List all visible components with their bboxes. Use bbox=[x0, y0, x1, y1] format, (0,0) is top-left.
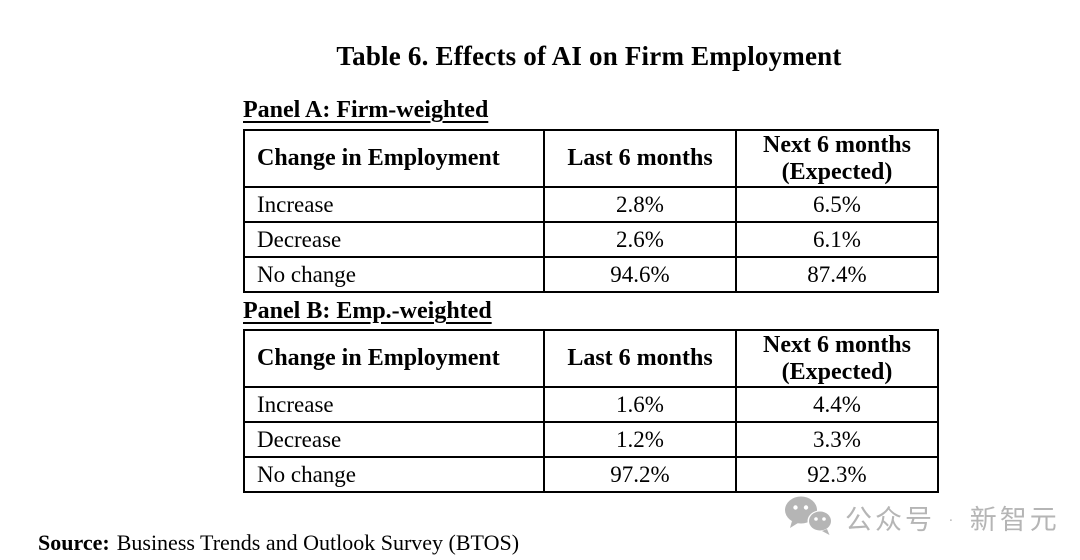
value-cell: 97.2% bbox=[543, 456, 737, 493]
value-cell: 6.1% bbox=[735, 221, 939, 258]
column-header-last-6-months: Last 6 months bbox=[543, 129, 737, 188]
table-row: Increase 1.6% 4.4% bbox=[243, 386, 939, 423]
watermark: 公众号 · 新智元 bbox=[782, 494, 1060, 540]
value-cell: 3.3% bbox=[735, 421, 939, 458]
column-header-next-6-months: Next 6 months (Expected) bbox=[735, 129, 939, 188]
panel-b-label: Panel B: Emp.-weighted bbox=[243, 298, 492, 324]
value-cell: 4.4% bbox=[735, 386, 939, 423]
value-cell: 1.2% bbox=[543, 421, 737, 458]
source-text: Business Trends and Outlook Survey (BTOS… bbox=[116, 530, 520, 555]
value-cell: 2.6% bbox=[543, 221, 737, 258]
table-row: No change 97.2% 92.3% bbox=[243, 456, 939, 493]
column-header-change-in-employment: Change in Employment bbox=[243, 329, 545, 388]
panel-a-table: Change in Employment Last 6 months Next … bbox=[243, 129, 939, 293]
column-header-last-6-months: Last 6 months bbox=[543, 329, 737, 388]
row-label-cell: Increase bbox=[243, 186, 545, 223]
panel-b-table: Change in Employment Last 6 months Next … bbox=[243, 329, 939, 493]
source-label: Source: bbox=[38, 530, 110, 555]
panel-b-header-row: Change in Employment Last 6 months Next … bbox=[243, 329, 939, 388]
value-cell: 87.4% bbox=[735, 256, 939, 293]
row-label-cell: Increase bbox=[243, 386, 545, 423]
panel-a-header-row: Change in Employment Last 6 months Next … bbox=[243, 129, 939, 188]
table-row: No change 94.6% 87.4% bbox=[243, 256, 939, 293]
column-header-next-6-months: Next 6 months (Expected) bbox=[735, 329, 939, 388]
value-cell: 94.6% bbox=[543, 256, 737, 293]
row-label-cell: No change bbox=[243, 456, 545, 493]
column-header-change-in-employment: Change in Employment bbox=[243, 129, 545, 188]
value-cell: 6.5% bbox=[735, 186, 939, 223]
row-label-cell: Decrease bbox=[243, 221, 545, 258]
table-row: Increase 2.8% 6.5% bbox=[243, 186, 939, 223]
table-title: Table 6. Effects of AI on Firm Employmen… bbox=[336, 41, 842, 71]
value-cell: 1.6% bbox=[543, 386, 737, 423]
watermark-text: 公众号 · 新智元 bbox=[845, 504, 1060, 536]
value-cell: 92.3% bbox=[735, 456, 939, 493]
source-line: Source: Business Trends and Outlook Surve… bbox=[38, 530, 519, 556]
value-cell: 2.8% bbox=[543, 186, 737, 223]
table-row: Decrease 1.2% 3.3% bbox=[243, 421, 939, 458]
table-row: Decrease 2.6% 6.1% bbox=[243, 221, 939, 258]
row-label-cell: Decrease bbox=[243, 421, 545, 458]
wechat-icon bbox=[785, 496, 833, 535]
panel-a-label: Panel A: Firm-weighted bbox=[243, 97, 489, 123]
row-label-cell: No change bbox=[243, 256, 545, 293]
